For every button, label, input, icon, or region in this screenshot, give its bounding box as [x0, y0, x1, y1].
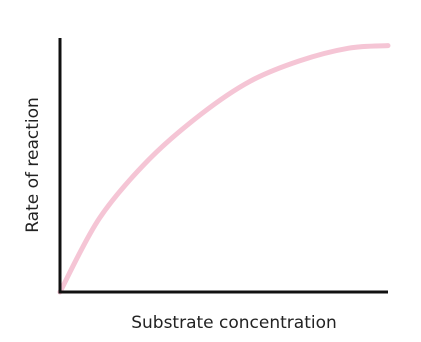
y-axis-label: Rate of reaction — [23, 97, 43, 233]
curve — [57, 43, 391, 295]
x-axis-label: Substrate concentration — [131, 313, 337, 333]
